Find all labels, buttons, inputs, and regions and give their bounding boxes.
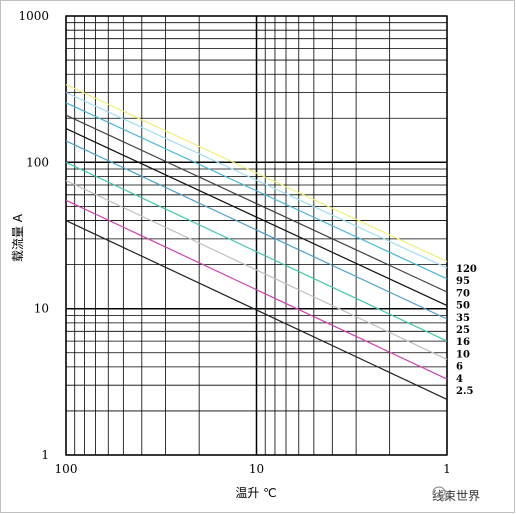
series-line-95 [65,91,448,269]
series-line-16 [65,161,448,342]
watermark: 线束世界 [432,484,516,506]
y-axis-label: 载流量 A [11,213,25,262]
series-label-50: 50 [456,301,470,312]
series-label-16: 16 [456,337,470,348]
x-axis-label: 温升 ℃ [235,486,276,500]
plot-border [65,15,448,456]
series-line-50 [65,114,448,293]
y-tick-label: 1000 [18,9,49,23]
series-label-120: 120 [456,264,477,275]
series-label-70: 70 [456,288,470,299]
y-tick-label: 100 [26,155,49,169]
y-tick-label: 10 [34,302,49,316]
x-tick-label: 10 [249,462,264,476]
series-line-120 [65,84,448,263]
x-tick-label: 1 [443,462,451,476]
series-line-6 [65,199,448,380]
tick-labels: 100 10 1 1000 100 10 1 [18,9,450,476]
x-tick-label: 100 [55,462,78,476]
series-label-2.5: 2.5 [456,386,473,397]
series-line-4 [65,220,448,400]
series-line-70 [65,102,448,280]
series-label-25: 25 [456,325,470,336]
series-line-35 [65,128,448,307]
y-tick-label: 1 [41,448,49,462]
series-label-95: 95 [456,276,470,287]
series-lines [65,84,448,400]
series-label-4: 4 [456,374,463,385]
series-label-35: 35 [456,313,470,324]
series-line-25 [65,140,448,320]
series-label-6: 6 [456,362,463,373]
wechat-icon [432,486,450,500]
series-label-10: 10 [456,349,470,360]
series-line-10 [65,180,448,360]
